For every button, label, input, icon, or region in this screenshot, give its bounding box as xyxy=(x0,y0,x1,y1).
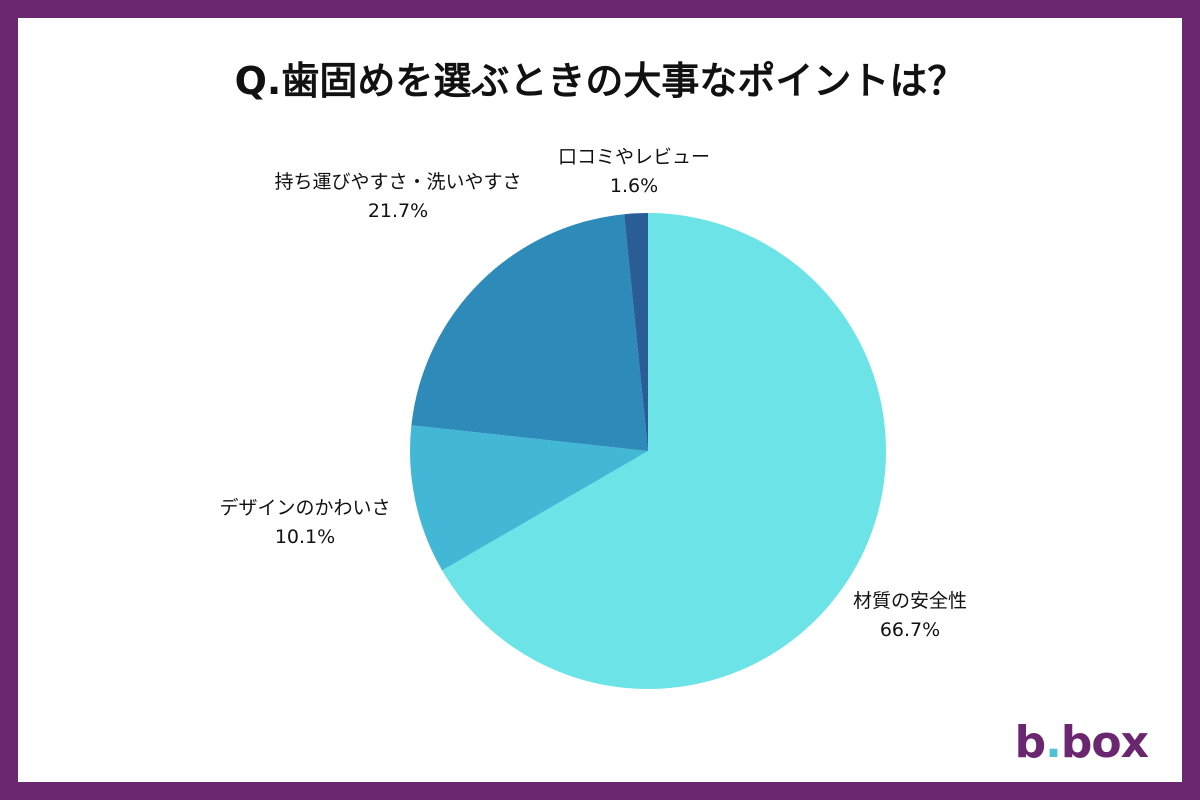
slice-label-1: デザインのかわいさ xyxy=(219,497,390,519)
slice-value-0: 66.7% xyxy=(880,619,940,641)
bbox-logo: b.box xyxy=(1014,717,1149,768)
pie-slice-2 xyxy=(411,214,648,451)
pie-labels: 材質の安全性 66.7% デザインのかわいさ 10.1% 持ち運びやすさ・洗いやすさ 21… xyxy=(219,146,967,641)
chart-title: Q.歯固めを選ぶときの大事なポイントは？ xyxy=(235,59,966,103)
logo-letter-b: b xyxy=(1014,717,1046,768)
pie-slice-3 xyxy=(624,213,648,451)
logo-word-box: box xyxy=(1060,717,1149,768)
pie-slices xyxy=(409,213,887,689)
slice-label-3: 口コミやレビュー xyxy=(558,146,710,168)
pie-slice-1 xyxy=(409,425,648,571)
pie-slice-0 xyxy=(442,213,887,689)
pie-chart: Q.歯固めを選ぶときの大事なポイントは？ 材質の安全性 66.7% デザインのかわい… xyxy=(219,59,967,689)
slice-label-2: 持ち運びやすさ・洗いやすさ xyxy=(274,171,521,193)
slice-value-1: 10.1% xyxy=(275,526,335,548)
slice-value-2: 21.7% xyxy=(368,200,428,222)
logo-dot: . xyxy=(1045,717,1062,768)
slice-label-0: 材質の安全性 xyxy=(853,590,967,612)
slice-value-3: 1.6% xyxy=(610,175,658,197)
